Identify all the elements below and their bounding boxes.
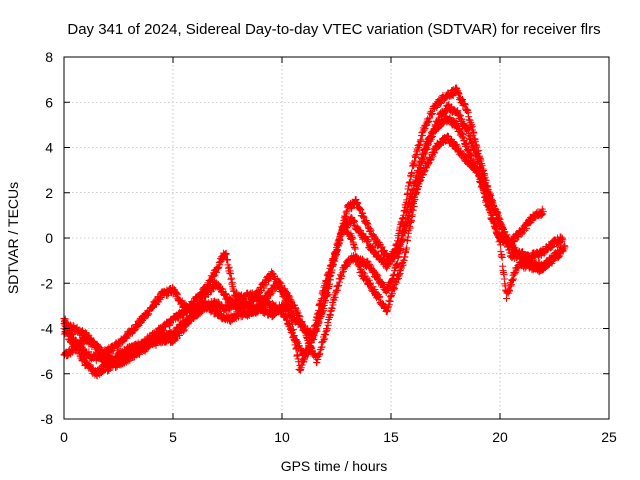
y-tick-label: -4 [41,321,54,337]
data-point [351,245,359,253]
x-tick-label: 15 [383,429,399,445]
x-tick-label: 5 [169,429,177,445]
data-point [77,350,85,358]
data-point [222,249,230,257]
y-tick-label: 0 [45,230,53,246]
data-point [470,129,478,137]
y-tick-label: 4 [45,140,53,156]
x-tick-label: 0 [60,429,68,445]
y-tick-label: -6 [41,366,54,382]
x-tick-label: 20 [492,429,508,445]
series-track-c [60,132,565,380]
x-tick-label: 25 [601,429,617,445]
y-axis-label: SDTVAR / TECUs [5,182,21,294]
data-point [323,325,331,333]
data-point [459,96,467,104]
data-point [225,263,233,271]
data-point [408,169,416,177]
data-points [60,84,569,380]
series-track-a [60,84,567,365]
data-point [559,236,567,244]
axis-ticks: 0 5 10 15 20 25 -8 -6 -4 -2 0 2 4 6 8 [41,49,617,445]
x-axis-label: GPS time / hours [281,458,388,474]
data-point [227,274,235,282]
data-point [364,237,372,245]
y-tick-label: -2 [41,275,54,291]
data-point [65,330,73,338]
data-point [406,178,414,186]
data-point [539,207,547,215]
y-tick-label: 8 [45,49,53,65]
y-tick-label: -8 [41,411,54,427]
y-tick-label: 6 [45,94,53,110]
y-tick-label: 2 [45,185,53,201]
data-point [403,244,411,252]
data-point [452,118,460,126]
x-tick-label: 10 [274,429,290,445]
data-point [313,359,321,367]
chart-title: Day 341 of 2024, Sidereal Day-to-day VTE… [67,21,600,38]
